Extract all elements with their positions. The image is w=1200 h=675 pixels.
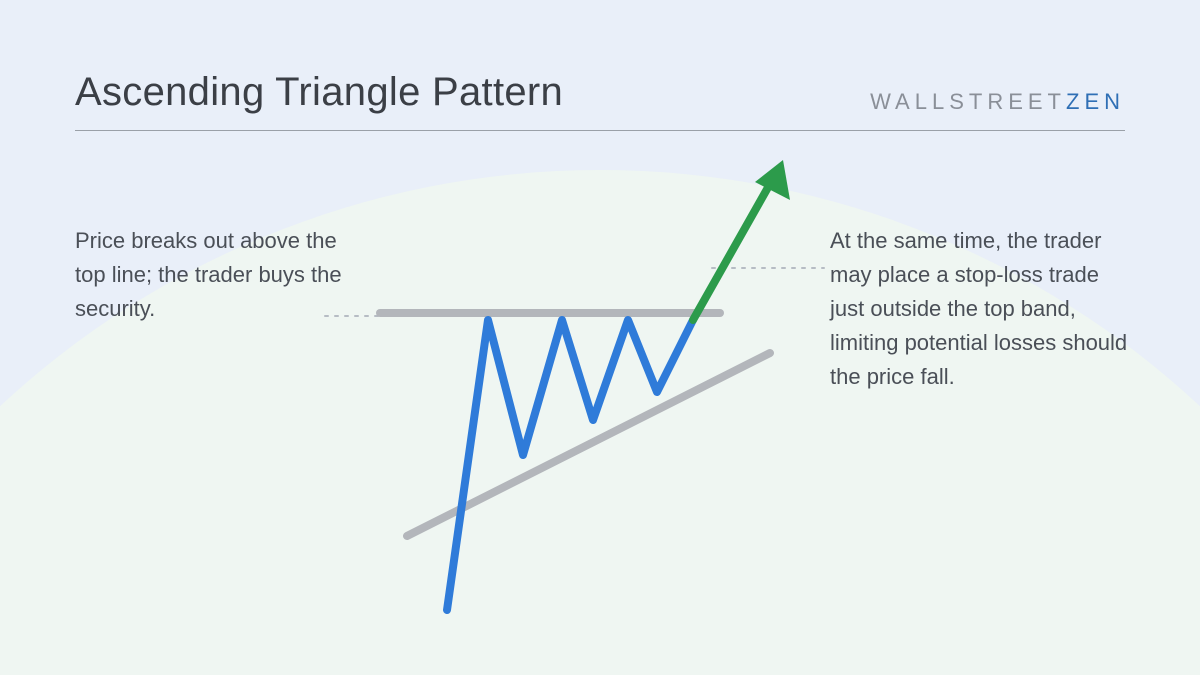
brand-logo: WALLSTREETZEN — [870, 89, 1125, 115]
page-title: Ascending Triangle Pattern — [75, 70, 563, 115]
infographic-canvas: Ascending Triangle Pattern WALLSTREETZEN… — [0, 0, 1200, 675]
annotation-left: Price breaks out above the top line; the… — [75, 224, 365, 326]
brand-suffix: ZEN — [1066, 89, 1125, 114]
annotation-right: At the same time, the trader may place a… — [830, 224, 1130, 394]
price-path — [447, 320, 693, 610]
breakout-shaft — [693, 175, 775, 320]
brand-prefix: WALLSTREET — [870, 89, 1066, 114]
header-rule — [75, 130, 1125, 131]
header: Ascending Triangle Pattern WALLSTREETZEN — [75, 70, 1125, 125]
